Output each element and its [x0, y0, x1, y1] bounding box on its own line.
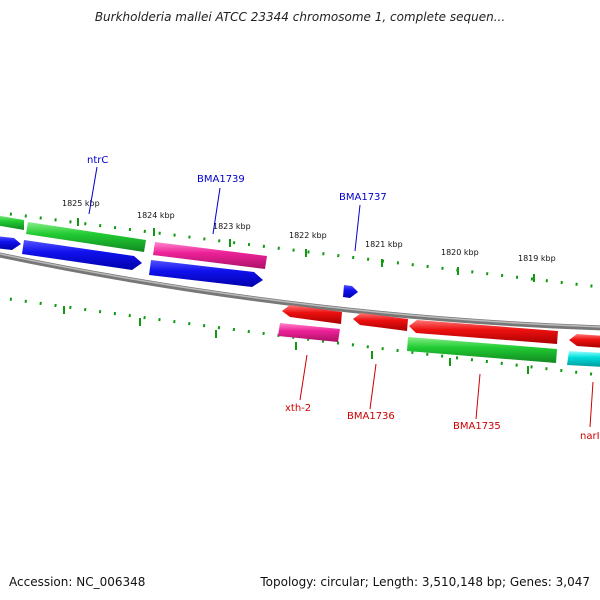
tick-label: 1819 kbp: [518, 254, 556, 263]
gene-green[interactable]: [26, 222, 146, 252]
gene-magenta[interactable]: [278, 323, 340, 342]
topology-stats-text: Topology: circular; Length: 3,510,148 bp…: [260, 575, 590, 589]
gene-label-BMA1739[interactable]: BMA1739: [197, 174, 245, 185]
tick-label: 1822 kbp: [289, 231, 327, 240]
gene-cyan[interactable]: [567, 351, 600, 367]
gene-red[interactable]: [282, 305, 342, 324]
gene-red[interactable]: [409, 320, 558, 344]
gene-label-narI[interactable]: narI: [580, 431, 600, 442]
accession-text: Accession: NC_006348: [9, 575, 146, 589]
gene-red[interactable]: [569, 334, 600, 348]
gene-label-ntrC[interactable]: ntrC: [87, 155, 108, 166]
callout-line: [589, 381, 594, 428]
tick-row-inner: [0, 296, 600, 377]
gene-magenta[interactable]: [153, 242, 267, 269]
tick-label: 1823 kbp: [213, 222, 251, 231]
tick-label: 1824 kbp: [137, 211, 175, 220]
callout-line: [212, 187, 221, 235]
tick-label: 1820 kbp: [441, 248, 479, 257]
gene-label-BMA1737[interactable]: BMA1737: [339, 192, 387, 203]
gene-blue[interactable]: [149, 260, 263, 287]
tick-labels: 1825 kbp 1824 kbp 1823 kbp 1822 kbp 1821…: [62, 199, 556, 263]
gene-label-BMA1735[interactable]: BMA1735: [453, 421, 501, 432]
gene-blue[interactable]: [0, 236, 21, 250]
major-ticks: [63, 218, 535, 374]
callout-line: [88, 166, 98, 215]
callout-line: [475, 373, 481, 420]
callout-line: [369, 363, 377, 410]
gene-green[interactable]: [0, 215, 24, 230]
tick-label: 1821 kbp: [365, 240, 403, 249]
gene-green[interactable]: [407, 337, 557, 363]
gene-label-xth-2[interactable]: xth-2: [285, 403, 311, 414]
callout-line: [354, 204, 361, 252]
tick-row-outer: [0, 211, 600, 289]
gene-red[interactable]: [353, 313, 408, 331]
map-title: Burkholderia mallei ATCC 23344 chromosom…: [94, 10, 506, 24]
gene-label-BMA1736[interactable]: BMA1736: [347, 411, 395, 422]
tick-label: 1825 kbp: [62, 199, 100, 208]
chromosome-backbone: [0, 252, 600, 331]
gene-blue[interactable]: [22, 240, 142, 270]
callout-line: [299, 354, 308, 401]
gene-blue[interactable]: [343, 285, 358, 298]
